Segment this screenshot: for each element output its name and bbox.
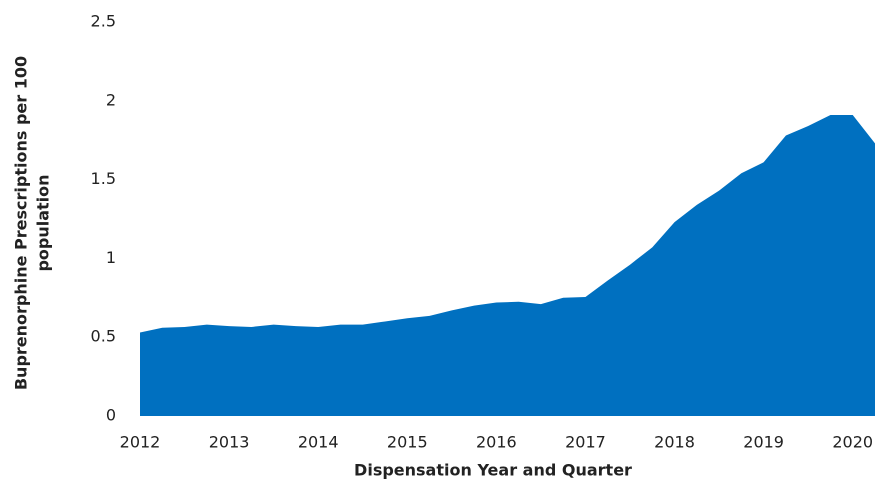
- y-tick-label: 1: [106, 248, 116, 267]
- x-tick-label: 2016: [476, 433, 517, 452]
- x-tick-label: 2017: [565, 433, 606, 452]
- y-axis-title: Buprenorphine Prescriptions per 100: [12, 56, 31, 390]
- y-axis-title: population: [34, 174, 53, 271]
- y-tick-label: 0.5: [91, 327, 116, 346]
- y-tick-label: 0: [106, 406, 116, 425]
- y-tick-label: 2: [106, 90, 116, 109]
- x-tick-label: 2013: [209, 433, 250, 452]
- x-tick-label: 2015: [387, 433, 428, 452]
- x-tick-label: 2018: [654, 433, 695, 452]
- y-tick-label: 2.5: [91, 12, 116, 31]
- y-tick-label: 1.5: [91, 169, 116, 188]
- x-tick-label: 2014: [298, 433, 339, 452]
- x-tick-label: 2020: [832, 433, 873, 452]
- area: [140, 114, 875, 416]
- x-tick-label: 2012: [120, 433, 161, 452]
- x-tick-label: 2019: [743, 433, 784, 452]
- x-axis-title: Dispensation Year and Quarter: [354, 461, 632, 480]
